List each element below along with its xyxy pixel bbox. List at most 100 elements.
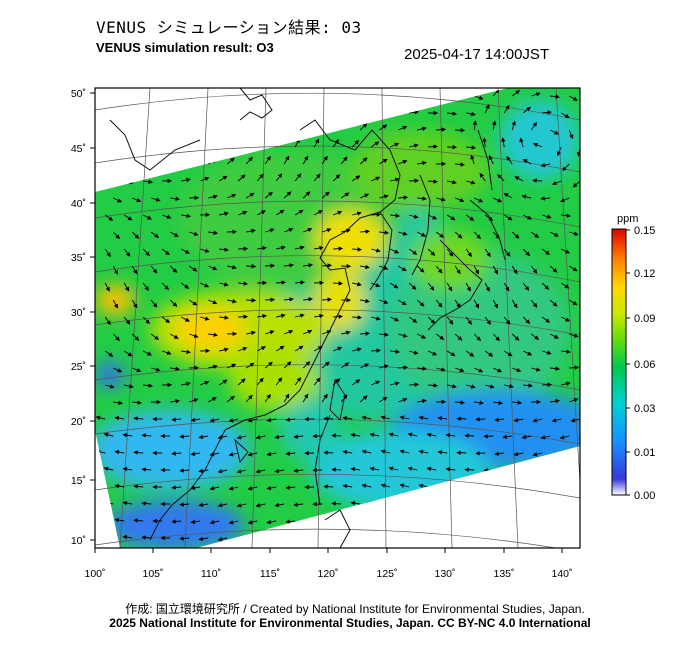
wind-arrow: [132, 95, 142, 100]
wind-arrow: [236, 537, 247, 542]
wind-arrow: [361, 483, 372, 489]
colorbar-tick-0.06: 0.06: [634, 359, 655, 371]
wind-arrow: [472, 120, 478, 131]
wind-arrow: [579, 112, 580, 121]
wind-arrow: [132, 367, 142, 373]
wind-arrow: [257, 245, 267, 251]
wind-arrow: [426, 432, 437, 438]
wind-arrow: [522, 282, 530, 291]
wind-arrow: [473, 231, 482, 240]
wind-arrow: [390, 248, 400, 254]
latitude-axis: 50˚ 45˚ 40˚ 35˚ 30˚ 25˚ 20˚ 15˚ 10˚: [71, 88, 95, 547]
coastlines: [109, 88, 506, 548]
wind-arrow: [122, 466, 133, 472]
wind-arrow: [341, 330, 351, 335]
wind-arrow: [371, 176, 381, 182]
wind-arrow: [331, 467, 342, 472]
wind-arrow: [540, 162, 551, 168]
wind-arrow: [200, 248, 210, 253]
wind-arrow: [551, 180, 562, 186]
wind-arrow: [237, 174, 246, 182]
wind-arrow: [494, 417, 505, 422]
wind-arrow: [521, 536, 532, 542]
wind-arrow: [274, 536, 285, 542]
wind-arrow: [170, 366, 180, 372]
wind-arrow: [408, 248, 418, 255]
wind-arrow: [169, 333, 179, 339]
wind-arrow: [181, 109, 191, 114]
lat-tick-45: 45˚: [71, 143, 86, 155]
wind-arrow: [331, 433, 342, 438]
wind-arrow: [464, 535, 475, 540]
wind-arrow: [238, 210, 248, 216]
wind-arrow: [522, 159, 532, 165]
wind-arrow: [409, 350, 419, 355]
wind-arrow: [561, 316, 571, 322]
wind-arrow: [141, 433, 152, 438]
wind-arrow: [150, 299, 158, 308]
wind-arrow: [181, 381, 191, 387]
timestamp: 2025-04-17 14:00JST: [404, 46, 550, 63]
wind-arrow: [340, 394, 348, 403]
wind-arrow: [359, 123, 368, 131]
wind-arrow: [218, 140, 227, 148]
wind-arrow: [540, 503, 551, 508]
wind-arrow: [428, 144, 438, 149]
wind-arrow: [217, 537, 228, 542]
wind-arrow: [245, 192, 255, 199]
wind-arrow: [284, 263, 294, 268]
wind-arrow: [370, 141, 380, 148]
wind-arrow: [150, 265, 158, 274]
lon-tick-120: 120˚: [317, 568, 338, 580]
wind-arrow: [274, 468, 285, 474]
wind-arrow: [112, 299, 119, 309]
wind-arrow: [227, 298, 237, 304]
wind-arrow: [181, 177, 191, 183]
wind-arrow: [436, 94, 446, 100]
wind-arrow: [209, 418, 220, 423]
o3-concentration-field: [95, 88, 580, 548]
wind-arrow: [283, 361, 292, 369]
wind-arrow: [511, 265, 518, 275]
wind-arrow: [293, 468, 304, 473]
wind-arrow: [161, 282, 170, 291]
wind-arrow: [351, 175, 361, 182]
wind-arrow: [209, 452, 220, 457]
wind-arrow: [484, 316, 491, 326]
wind-arrow: [378, 158, 388, 165]
wind-arrow: [378, 396, 388, 403]
wind-arrow: [132, 128, 143, 133]
wind-arrow: [513, 451, 524, 457]
colorbar-tick-0.00: 0.00: [634, 490, 655, 502]
wind-arrow: [275, 173, 283, 182]
wind-arrow: [352, 315, 363, 320]
wind-arrow: [236, 503, 247, 508]
wind-arrow: [113, 95, 123, 100]
wind-arrow: [122, 534, 133, 540]
wind-arrow: [266, 451, 277, 457]
wind-arrow: [219, 247, 229, 252]
wind-arrow: [532, 452, 543, 457]
wind-arrow: [340, 156, 348, 165]
title-english: VENUS simulation result: O3: [96, 40, 274, 55]
wind-arrow: [378, 124, 388, 131]
wind-arrow: [446, 316, 454, 325]
wind-arrow: [502, 502, 513, 507]
wind-arrow: [209, 520, 220, 525]
wind-arrow: [227, 363, 237, 369]
wind-arrow: [198, 468, 209, 474]
wind-arrow: [265, 297, 276, 302]
wind-arrow: [551, 418, 562, 423]
wind-arrow: [445, 467, 456, 472]
wind-arrow: [332, 139, 340, 148]
wind-arrow: [379, 299, 389, 304]
wind-arrow: [540, 537, 551, 542]
wind-arrow: [437, 518, 448, 523]
wind-arrow: [588, 266, 596, 269]
wind-arrow: [190, 485, 201, 491]
wind-arrow: [151, 94, 161, 100]
wind-arrow: [568, 129, 574, 140]
wind-arrow: [454, 333, 463, 341]
wind-arrow: [208, 332, 218, 338]
lat-tick-40: 40˚: [71, 198, 86, 210]
